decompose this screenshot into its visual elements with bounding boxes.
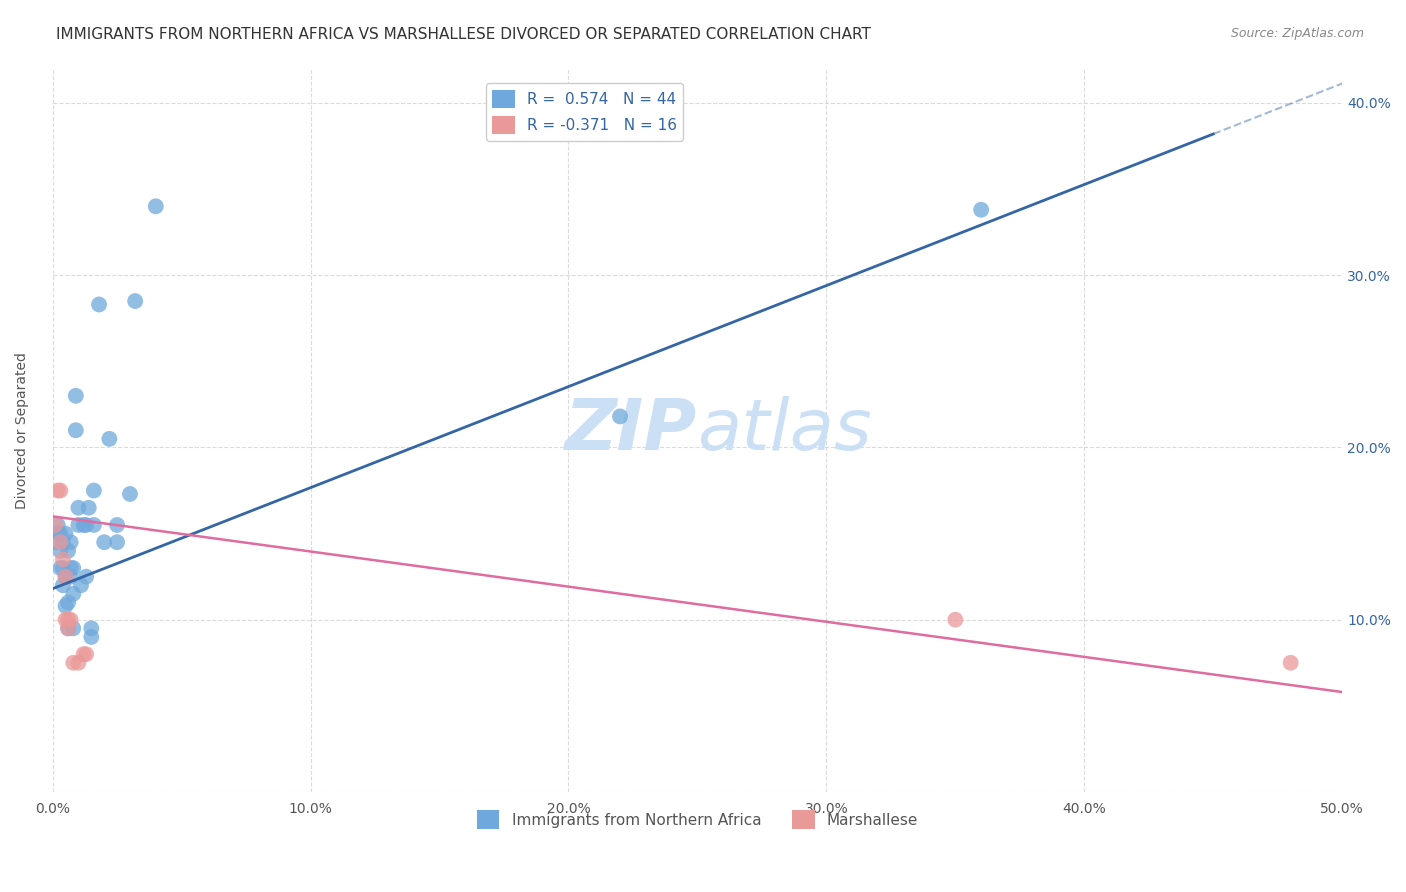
Point <box>105 535 128 549</box>
Point <box>49 535 72 549</box>
Point <box>67 518 90 533</box>
Point <box>970 202 993 217</box>
Point <box>56 621 79 635</box>
Point <box>83 483 105 498</box>
Point <box>98 432 121 446</box>
Point <box>67 500 90 515</box>
Point <box>80 630 103 644</box>
Point <box>75 647 97 661</box>
Point <box>609 409 631 424</box>
Point <box>124 294 146 309</box>
Point <box>49 544 72 558</box>
Point <box>70 578 93 592</box>
Legend: Immigrants from Northern Africa, Marshallese: Immigrants from Northern Africa, Marshal… <box>471 804 925 835</box>
Text: ZIP: ZIP <box>565 396 697 465</box>
Point <box>55 569 77 583</box>
Point <box>55 599 77 613</box>
Point <box>59 561 82 575</box>
Text: atlas: atlas <box>697 396 872 465</box>
Point <box>105 518 128 533</box>
Point <box>49 561 72 575</box>
Point <box>56 544 79 558</box>
Point <box>59 569 82 583</box>
Point <box>75 518 97 533</box>
Point <box>59 535 82 549</box>
Point <box>55 526 77 541</box>
Point <box>46 526 69 541</box>
Point <box>62 621 84 635</box>
Point <box>56 613 79 627</box>
Point <box>62 587 84 601</box>
Point <box>118 487 141 501</box>
Point <box>49 483 72 498</box>
Point <box>83 518 105 533</box>
Point <box>62 656 84 670</box>
Point <box>52 561 75 575</box>
Point <box>56 621 79 635</box>
Point <box>52 535 75 549</box>
Point <box>77 500 100 515</box>
Point <box>943 613 966 627</box>
Point <box>44 535 66 549</box>
Point <box>59 613 82 627</box>
Point <box>1279 656 1302 670</box>
Point <box>46 518 69 533</box>
Point <box>75 569 97 583</box>
Point <box>46 483 69 498</box>
Point <box>72 647 94 661</box>
Point <box>145 199 167 213</box>
Point <box>65 389 87 403</box>
Point <box>72 518 94 533</box>
Point <box>44 518 66 533</box>
Point <box>55 569 77 583</box>
Point <box>80 621 103 635</box>
Point <box>49 526 72 541</box>
Y-axis label: Divorced or Separated: Divorced or Separated <box>15 351 30 508</box>
Point <box>55 613 77 627</box>
Point <box>52 552 75 566</box>
Point <box>62 561 84 575</box>
Point <box>87 297 110 311</box>
Text: Source: ZipAtlas.com: Source: ZipAtlas.com <box>1230 27 1364 40</box>
Point <box>56 595 79 609</box>
Text: IMMIGRANTS FROM NORTHERN AFRICA VS MARSHALLESE DIVORCED OR SEPARATED CORRELATION: IMMIGRANTS FROM NORTHERN AFRICA VS MARSH… <box>56 27 872 42</box>
Point <box>67 656 90 670</box>
Point <box>52 578 75 592</box>
Point <box>93 535 115 549</box>
Point <box>65 423 87 437</box>
